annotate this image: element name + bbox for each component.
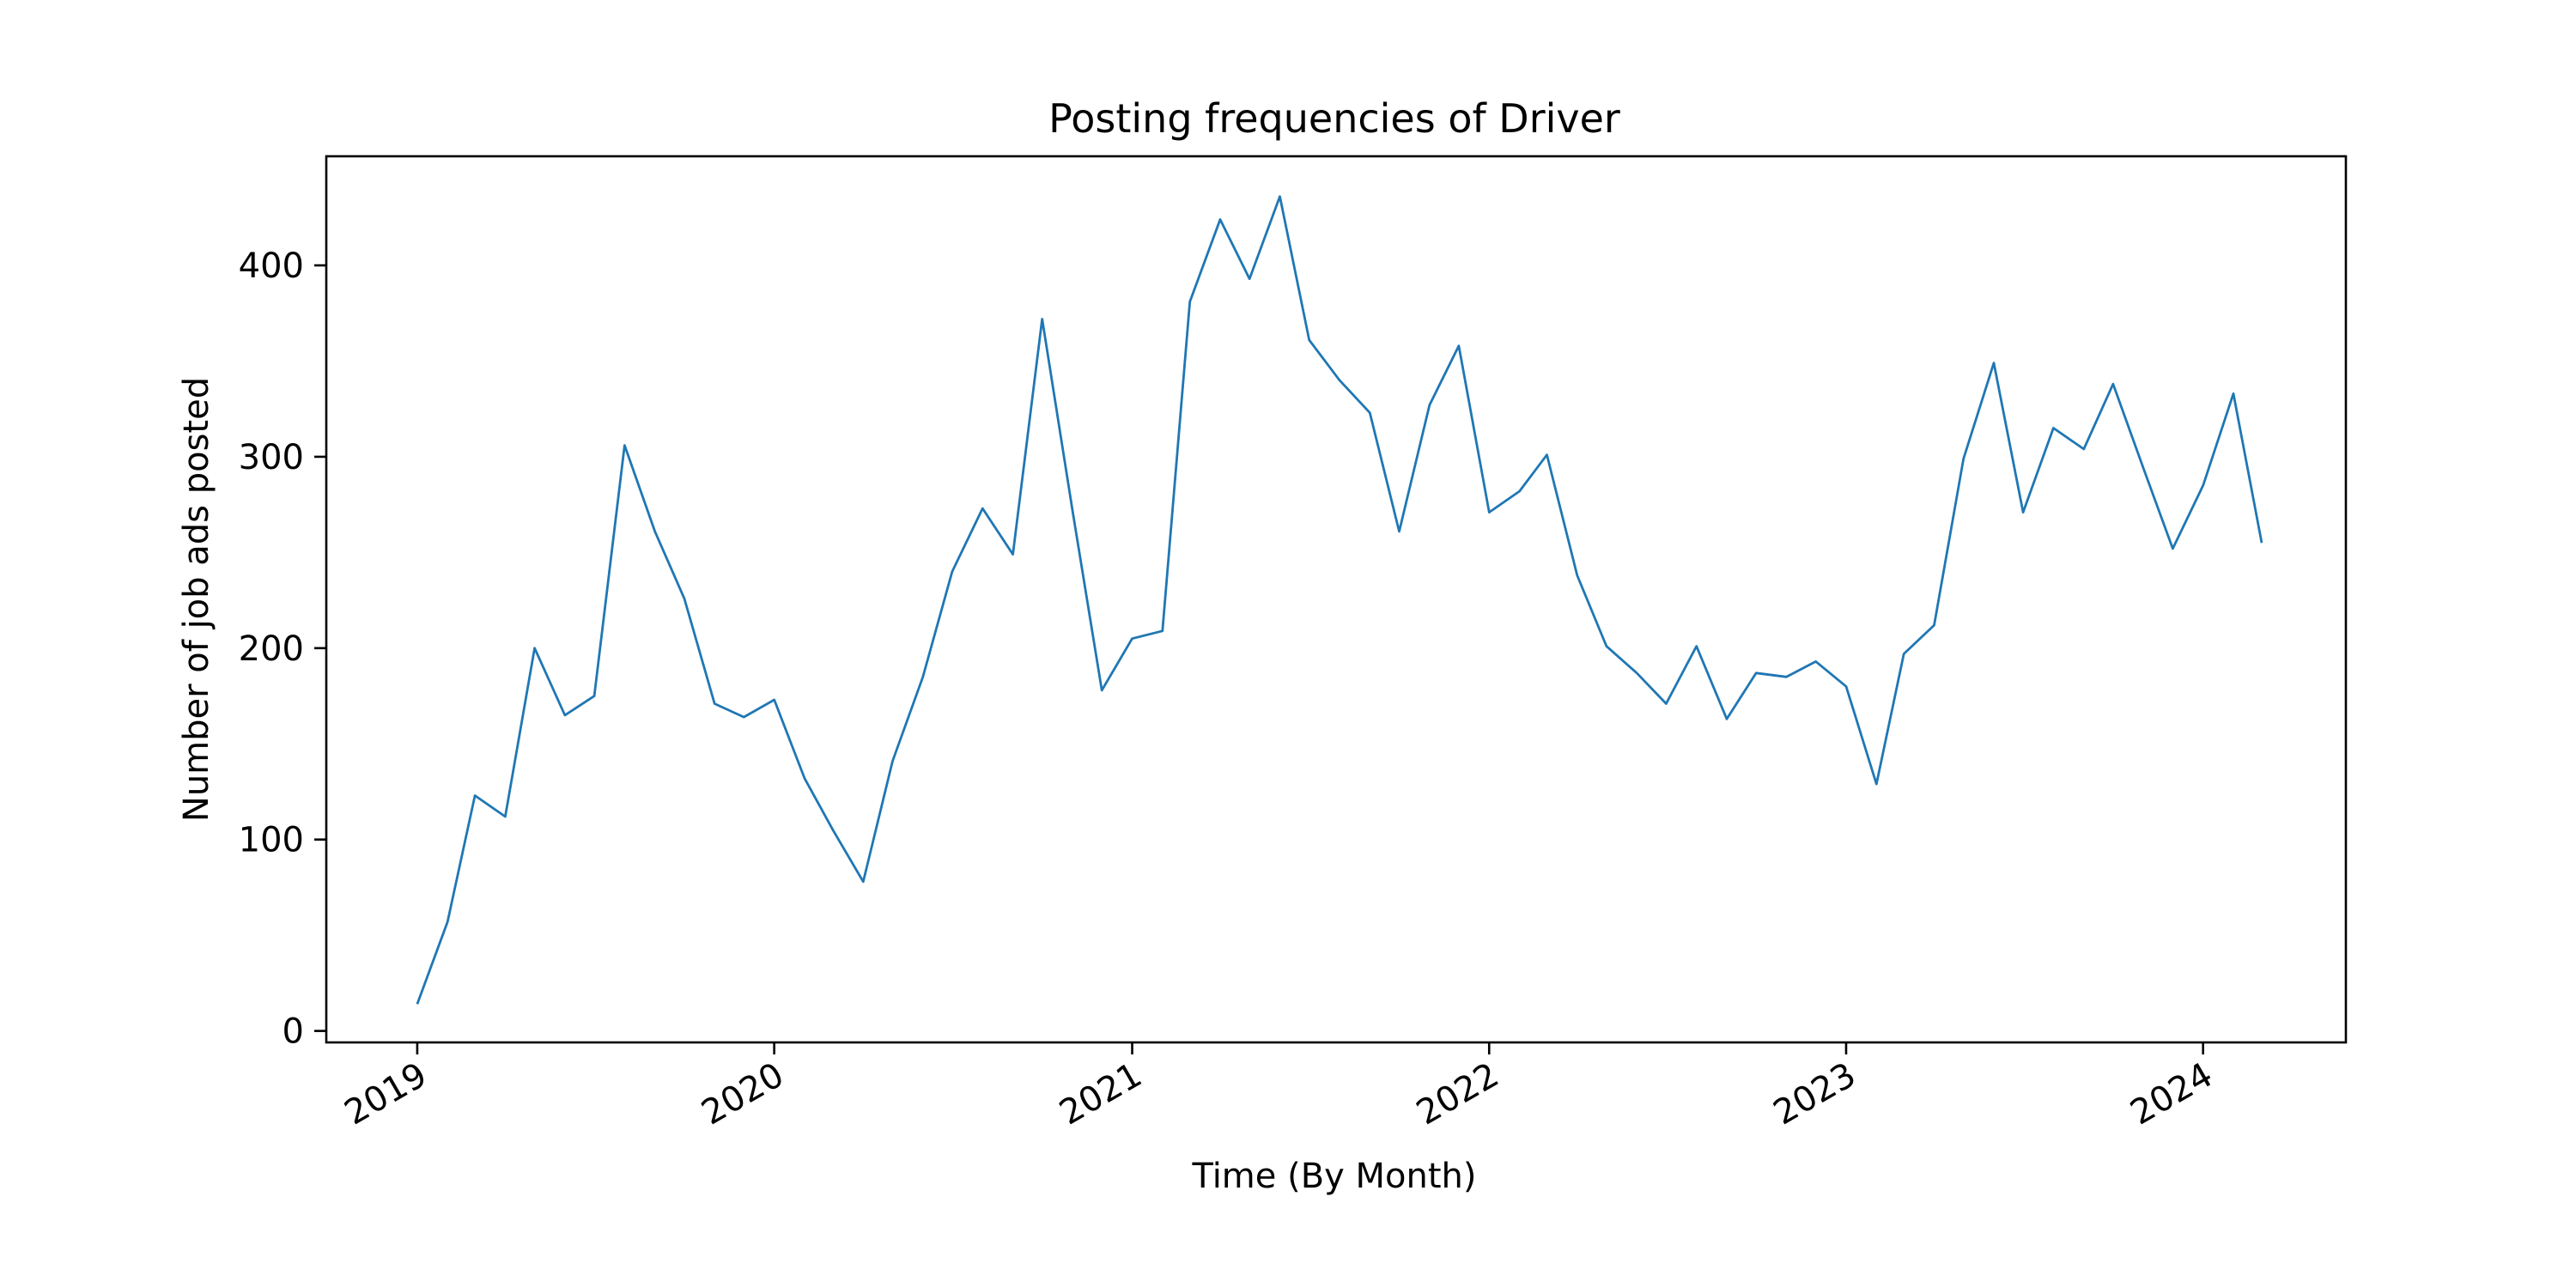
y-tick-label-0: 0: [283, 1012, 304, 1052]
x-tick-label-2023: 2023: [1767, 1055, 1862, 1133]
y-axis-label: Number of job ads posted: [177, 377, 216, 822]
chart-title: Posting frequencies of Driver: [1048, 95, 1620, 142]
x-tick-label-2019: 2019: [338, 1055, 434, 1133]
plot-frame: [325, 155, 2348, 1044]
y-tick-label-400: 400: [239, 246, 304, 286]
x-tick-label-2024: 2024: [2124, 1055, 2220, 1133]
y-tick-label-100: 100: [239, 821, 304, 860]
x-axis: 2019 2020 2021 2022 2023 2024: [338, 1042, 2220, 1133]
x-tick-label-2021: 2021: [1053, 1055, 1148, 1133]
x-tick-label-2020: 2020: [695, 1055, 790, 1133]
x-tick-label-2022: 2022: [1410, 1055, 1505, 1133]
y-tick-label-200: 200: [239, 629, 304, 669]
y-tick-label-300: 300: [239, 438, 304, 477]
y-axis: 0 100 200 300 400: [239, 246, 326, 1052]
series-line: [416, 195, 2263, 1005]
plot-area: [325, 155, 2348, 1044]
x-axis-label: Time (By Month): [1191, 1157, 1476, 1196]
